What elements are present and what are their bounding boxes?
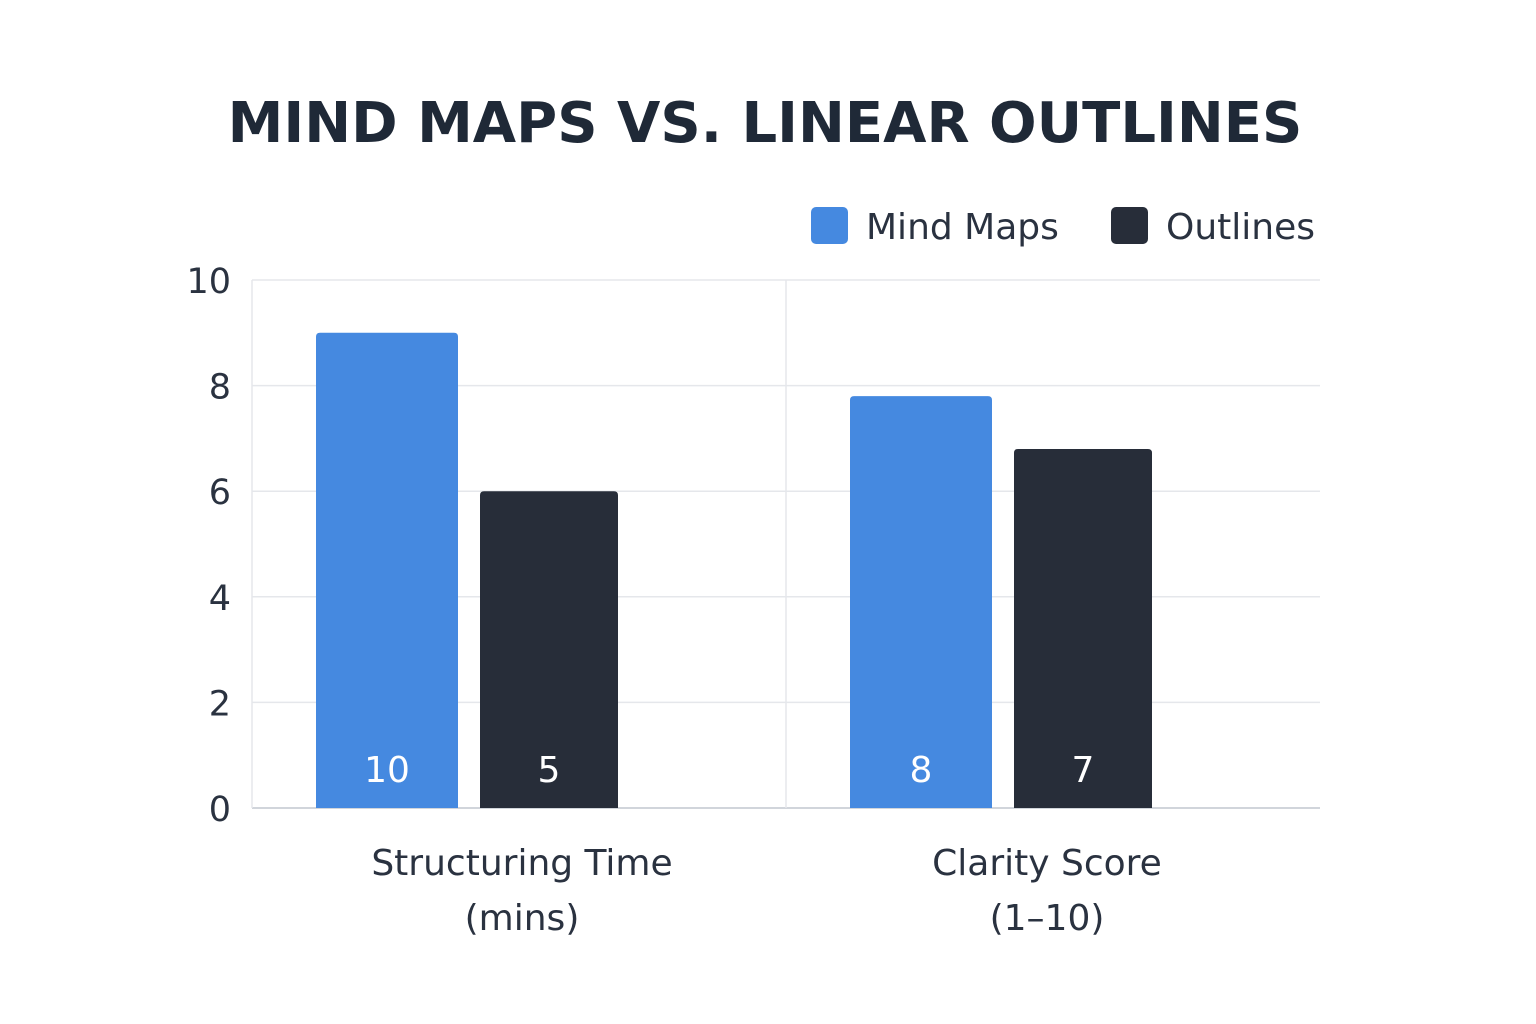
bar-label-outlines-0: 5 bbox=[538, 750, 561, 791]
bar-label-outlines-1: 7 bbox=[1072, 750, 1095, 791]
bar-label-mind-maps-0: 10 bbox=[364, 750, 410, 791]
bar-mind-maps-1 bbox=[850, 396, 992, 808]
legend-label-mind-maps: Mind Maps bbox=[866, 207, 1059, 248]
x-axis-categories: Structuring Time (mins) Clarity Score (1–10… bbox=[371, 843, 1162, 939]
bar-outlines-0 bbox=[480, 491, 618, 808]
x-category-label-0-line-0: Structuring Time bbox=[371, 843, 672, 884]
y-tick-label-2: 2 bbox=[209, 684, 231, 724]
y-tick-label-10: 10 bbox=[186, 262, 231, 302]
x-category-label-0-line-1: (mins) bbox=[465, 898, 580, 939]
y-tick-label-0: 0 bbox=[209, 790, 231, 830]
y-tick-label-6: 6 bbox=[209, 473, 231, 513]
bar-outlines-1 bbox=[1014, 448, 1152, 808]
y-tick-label-8: 8 bbox=[209, 368, 231, 408]
legend-swatch-outlines bbox=[1111, 207, 1148, 244]
legend-swatch-mind-maps bbox=[811, 207, 848, 244]
x-category-label-1-line-1: (1–10) bbox=[990, 898, 1105, 939]
y-axis-ticks: 0 2 4 6 8 10 bbox=[186, 262, 231, 830]
bar-labels: 10 5 8 7 bbox=[364, 750, 1094, 791]
bar-mind-maps-0 bbox=[316, 332, 458, 808]
x-category-label-1-line-0: Clarity Score bbox=[932, 843, 1162, 884]
y-tick-label-4: 4 bbox=[209, 579, 231, 619]
chart-title: MIND MAPS VS. LINEAR OUTLINES bbox=[228, 91, 1303, 156]
legend: Mind Maps Outlines bbox=[811, 207, 1315, 248]
legend-label-outlines: Outlines bbox=[1166, 207, 1315, 248]
bars bbox=[316, 332, 1152, 808]
bar-label-mind-maps-1: 8 bbox=[910, 750, 933, 791]
